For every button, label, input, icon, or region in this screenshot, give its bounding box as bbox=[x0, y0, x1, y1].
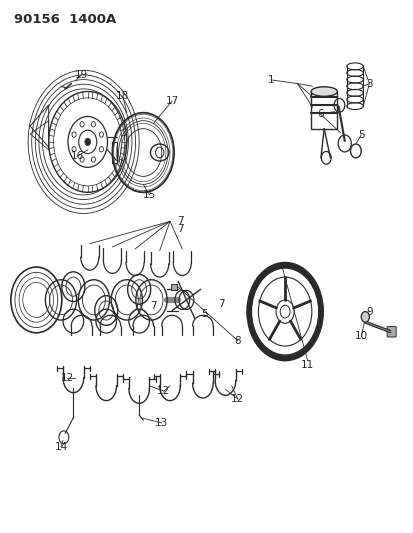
Text: 6: 6 bbox=[316, 109, 323, 119]
Bar bbox=[171, 284, 177, 290]
Text: 14: 14 bbox=[54, 442, 67, 452]
Text: 7: 7 bbox=[218, 298, 224, 309]
FancyBboxPatch shape bbox=[386, 326, 395, 337]
Text: 5: 5 bbox=[201, 309, 208, 319]
Circle shape bbox=[85, 138, 90, 146]
Text: 3: 3 bbox=[365, 78, 372, 88]
Circle shape bbox=[360, 312, 368, 322]
Ellipse shape bbox=[310, 87, 337, 96]
Text: 17: 17 bbox=[165, 96, 178, 106]
Text: 7: 7 bbox=[176, 224, 183, 235]
Text: 1: 1 bbox=[267, 75, 273, 85]
Text: 11: 11 bbox=[300, 360, 313, 369]
Text: 15: 15 bbox=[142, 190, 156, 200]
Text: 7: 7 bbox=[150, 301, 157, 311]
Text: 19: 19 bbox=[75, 70, 88, 79]
Text: 18: 18 bbox=[116, 91, 129, 101]
Text: 16: 16 bbox=[71, 151, 84, 161]
Text: 13: 13 bbox=[155, 418, 168, 428]
Text: 12: 12 bbox=[157, 386, 170, 396]
Text: 8: 8 bbox=[234, 336, 240, 346]
Text: 5: 5 bbox=[357, 130, 363, 140]
Text: 12: 12 bbox=[60, 373, 74, 383]
Text: 90156  1400A: 90156 1400A bbox=[14, 13, 116, 27]
Bar bbox=[310, 92, 337, 128]
Text: 9: 9 bbox=[365, 306, 372, 317]
Bar bbox=[112, 142, 117, 163]
Text: 7: 7 bbox=[176, 216, 183, 227]
Text: 10: 10 bbox=[354, 332, 367, 342]
Text: 12: 12 bbox=[230, 394, 244, 404]
